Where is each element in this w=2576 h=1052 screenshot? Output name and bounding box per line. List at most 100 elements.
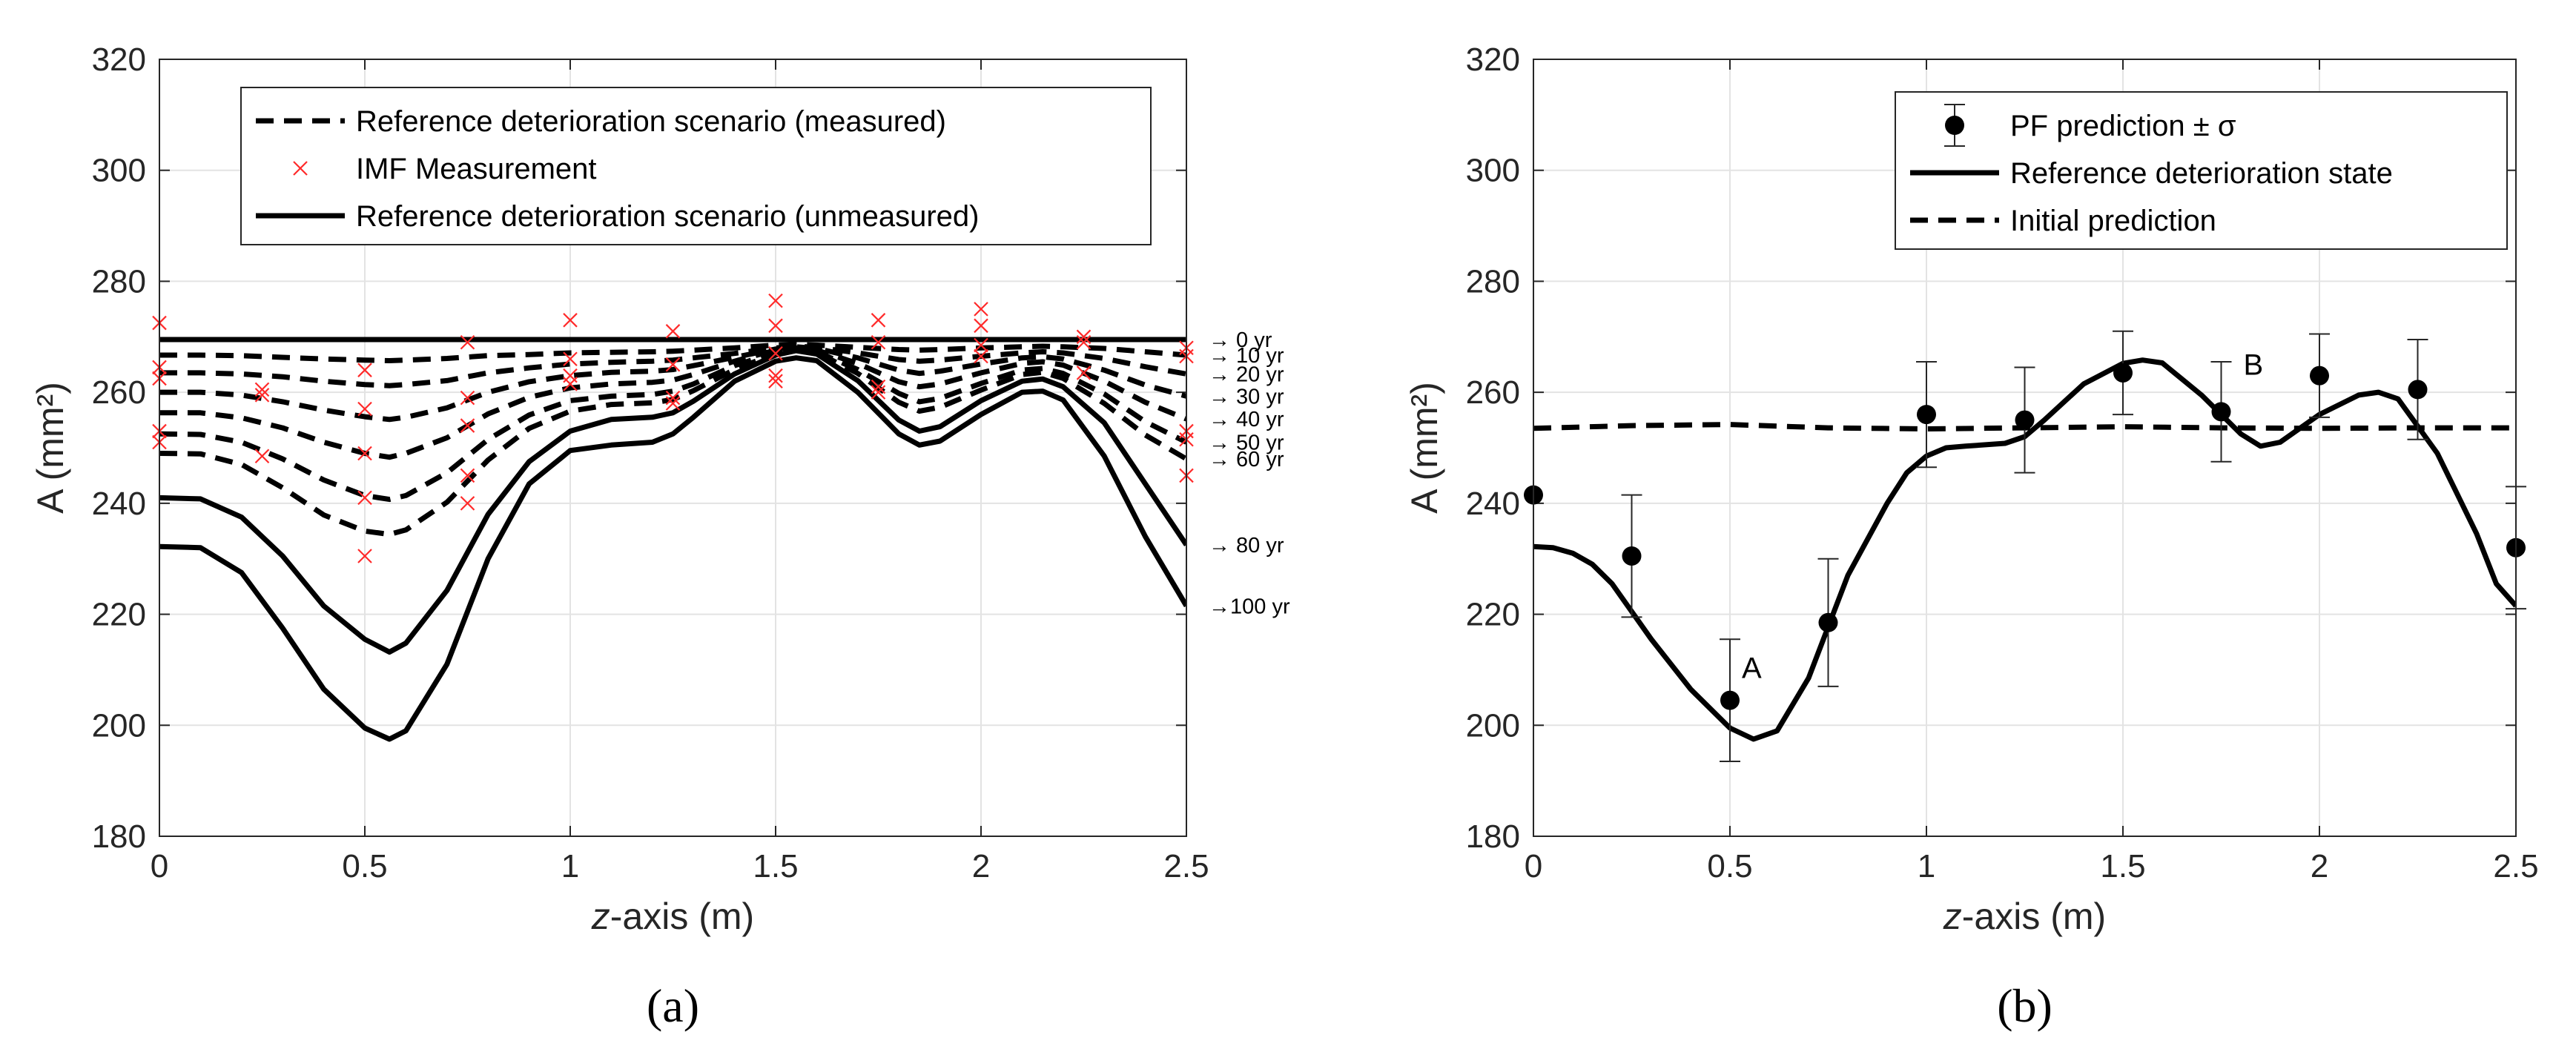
imf-measurement-point [768,374,783,388]
series-line-20-yr [159,343,1186,388]
imf-measurement-point [357,549,372,563]
pf-predictions [1524,330,2526,762]
x-tick-label: 1.5 [2100,848,2145,884]
y-tick-label: 200 [1466,707,1520,744]
imf-measurement-point [768,368,783,383]
time-label: → 60 yr [1209,448,1284,472]
x-marker-stroke [563,351,578,367]
series-line-30-yr [159,344,1186,423]
x-axis-label-italic: z [1943,896,1962,937]
time-label: → 40 yr [1209,408,1284,431]
y-tick-label: 180 [1466,818,1520,855]
x-marker-stroke [768,368,783,383]
series-line-100-yr [159,355,1186,742]
imf-measurement-point [665,357,681,372]
x-axis-label-rest: -axis (m) [610,896,754,937]
y-tick-label: 260 [1466,374,1520,411]
x-marker-stroke [357,446,372,461]
x-marker-stroke [254,388,270,403]
x-marker-stroke [293,161,308,176]
series-line-60-yr [159,347,1186,537]
panel-label: (a) [647,979,699,1032]
chart-a: 0 0.5 1 1.5 2 2.5 180 200 220 240 260 280 300 320 z-ax… [30,42,1290,1032]
x-marker-stroke [871,379,886,394]
time-label: → 50 yr [1209,431,1284,455]
x-marker-stroke [357,363,372,377]
point-annotation-A: A [1742,652,1762,685]
imf-measurement-point [665,396,681,411]
pf-prediction-point [1720,690,1740,710]
imf-measurement-point [563,351,578,367]
imf-measurement-point [871,313,886,328]
imf-measurement-point [460,418,475,433]
y-tick-label: 280 [92,263,146,300]
legend-entry-label: IMF Measurement [356,153,597,185]
x-marker-stroke [563,313,578,328]
time-label: → 20 yr [1209,363,1284,386]
pf-prediction-point [2113,363,2133,383]
legend-box [240,87,1152,245]
legend-entry-label: Initial prediction [2010,205,2216,237]
y-tick-label: 300 [92,153,146,189]
imf-measurement-point [768,345,783,361]
imf-measurement-point [460,334,475,350]
x-tick-label: 0.5 [1707,848,1752,884]
chart-b: 0 0.5 1 1.5 2 2.5 180 200 220 240 260 280 300 320 z-ax… [1404,42,2539,1032]
x-tick-label: 0 [151,848,168,884]
series-line-50-yr [159,346,1186,503]
x-tick-label: 1 [1918,848,1935,884]
time-label: → 0 yr [1209,328,1272,352]
x-axis-label: z-axis (m) [591,896,754,937]
y-axis-label: A (mm²) [1404,382,1445,514]
x-tick-label: 2.5 [1163,848,1209,884]
x-marker-stroke [665,396,681,411]
imf-measurement-point [871,385,886,400]
imf-measurement-point [460,390,475,406]
x-tick-label: 1 [561,848,579,884]
pf-prediction-point [1917,405,1936,425]
x-marker-stroke [460,334,475,350]
pf-prediction-point [1818,612,1838,632]
imf-measurement-point [357,401,372,417]
x-marker-stroke [357,490,372,506]
x-marker-stroke [460,418,475,433]
imf-measurement-point [974,302,988,317]
pf-prediction-point [2408,380,2428,400]
y-tick-label: 320 [92,42,146,78]
y-axis-label: A (mm²) [30,382,71,514]
imf-measurement-point [563,377,578,391]
imf-measurement-point [460,468,475,483]
x-tick-label: 2.5 [2493,848,2538,884]
axes-frame [159,59,1187,837]
panel-label: (b) [1997,979,2052,1032]
x-tick-label: 0 [1525,848,1542,884]
imf-measurement-point [460,496,475,511]
x-marker-stroke [1076,365,1092,380]
x-marker-stroke [460,468,475,483]
time-label: → 30 yr [1209,385,1284,408]
y-tick-label: 220 [1466,597,1520,633]
x-marker-stroke [1076,329,1092,345]
y-tick-label: 240 [92,486,146,522]
time-label: → 10 yr [1209,344,1284,368]
x-tick-label: 2 [2311,848,2328,884]
imf-measurement-point [768,318,783,334]
time-label: →100 yr [1209,595,1290,618]
time-label: → 80 yr [1209,534,1284,558]
legend-entry-label: Reference deterioration scenario (unmeas… [356,200,979,233]
pf-prediction-point [1622,546,1642,566]
imf-measurement-point [254,388,270,403]
imf-measurement-point [1076,365,1092,380]
y-tick-label: 280 [1466,263,1520,300]
axes: 0 0.5 1 1.5 2 2.5 180 200 220 240 260 280 300 320 [92,42,1209,884]
x-marker-stroke [974,302,988,317]
x-marker-stroke [871,385,886,400]
x-marker-stroke [768,345,783,361]
x-axis-label-rest: -axis (m) [1962,896,2106,937]
x-marker-stroke [974,337,988,353]
imf-measurement-point [357,446,372,461]
imf-measurement-point [974,318,988,334]
imf-measurement-point [665,390,681,406]
x-marker-stroke [871,334,886,350]
x-marker-stroke [974,318,988,334]
